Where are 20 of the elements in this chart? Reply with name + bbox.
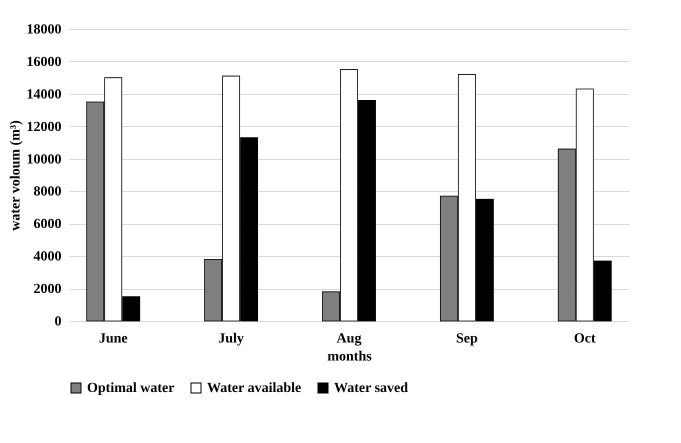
- y-tick-label: 6000: [34, 217, 62, 232]
- y-tick-label: 18000: [26, 22, 62, 38]
- y-tick-label: 4000: [34, 250, 62, 265]
- y-tick-label: 0: [54, 314, 62, 330]
- legend-label: Optimal water: [87, 381, 174, 396]
- legend-label: Water available: [207, 381, 302, 396]
- y-tick-label: 10000: [26, 152, 62, 168]
- x-axis-title: months: [327, 350, 372, 364]
- y-tick-label: 16000: [26, 54, 62, 70]
- y-tick-label: 2000: [34, 282, 62, 298]
- x-tick-label: June: [98, 332, 128, 346]
- x-tick-label: July: [218, 332, 244, 346]
- y-axis-title: water voloum (m³): [8, 120, 24, 231]
- x-tick-label: Oct: [574, 332, 596, 346]
- y-tick-label: 8000: [34, 184, 62, 200]
- x-tick-label: Sep: [456, 332, 478, 346]
- legend-label: Water saved: [334, 381, 408, 396]
- y-tick-label: 14000: [26, 87, 62, 102]
- y-tick-label: 12000: [26, 120, 62, 135]
- x-tick-label: Aug: [336, 332, 362, 346]
